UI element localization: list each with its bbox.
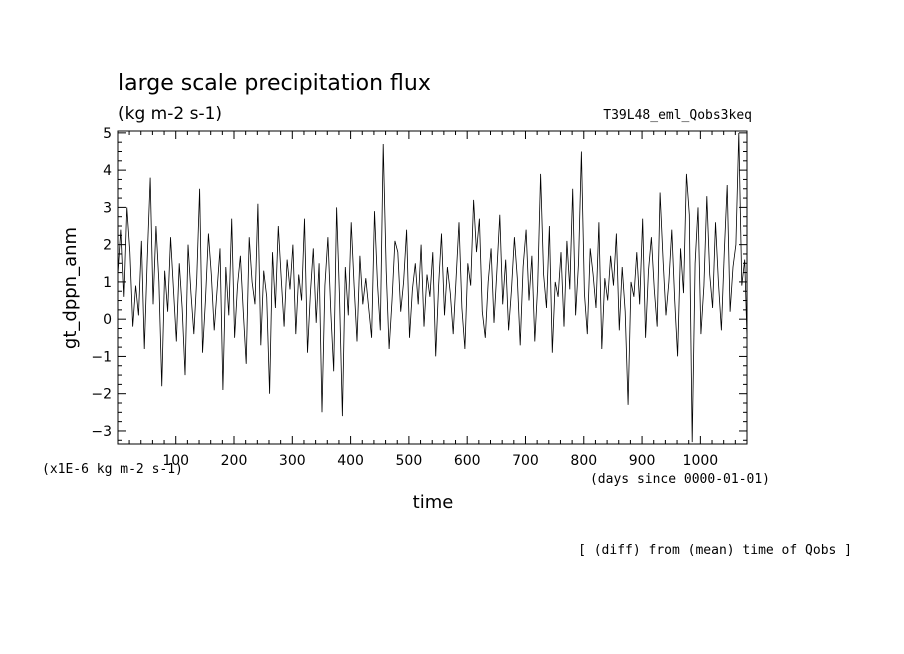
y-tick-label: 4	[103, 163, 112, 179]
y-tick-label: −3	[91, 424, 112, 440]
y-tick-label: −1	[91, 349, 112, 365]
tick-marks	[118, 131, 748, 444]
x-tick-label: 100	[162, 453, 189, 469]
x-tick-label: 300	[279, 453, 306, 469]
x-tick-label: 1000	[683, 453, 719, 469]
x-tick-label: 600	[454, 453, 481, 469]
footnote: [ (diff) from (mean) time of Qobs ]	[578, 543, 852, 558]
x-axis-units-label: (days since 0000-01-01)	[590, 472, 770, 487]
series-line-gt-dppn-anm	[117, 132, 748, 443]
y-tick-label: 3	[103, 200, 112, 216]
y-tick-label: 0	[103, 312, 112, 328]
x-tick-labels: 100 200 300 400 500 600 700 800 900 1000	[162, 453, 718, 469]
y-axis-label: gt_dppn_anm	[60, 227, 81, 349]
x-tick-label: 700	[512, 453, 539, 469]
chart-title: large scale precipitation flux	[118, 71, 431, 96]
x-tick-label: 500	[396, 453, 423, 469]
y-tick-labels: −3 −2 −1 0 1 2 3 4 5	[91, 126, 112, 440]
y-tick-label: 2	[103, 238, 112, 254]
chart-units: (kg m-2 s-1)	[118, 104, 222, 124]
y-tick-label: 1	[103, 275, 112, 291]
x-tick-label: 400	[337, 453, 364, 469]
x-tick-label: 200	[221, 453, 248, 469]
x-tick-label: 800	[570, 453, 597, 469]
y-tick-label: 5	[103, 126, 112, 142]
y-axis-scale-label: (x1E-6 kg m-2 s-1)	[42, 462, 183, 477]
x-axis-label: time	[413, 492, 454, 513]
y-tick-label: −2	[91, 387, 112, 403]
run-name: T39L48_eml_Qobs3keq	[603, 108, 752, 123]
plot-area	[117, 130, 748, 445]
x-tick-label: 900	[629, 453, 656, 469]
